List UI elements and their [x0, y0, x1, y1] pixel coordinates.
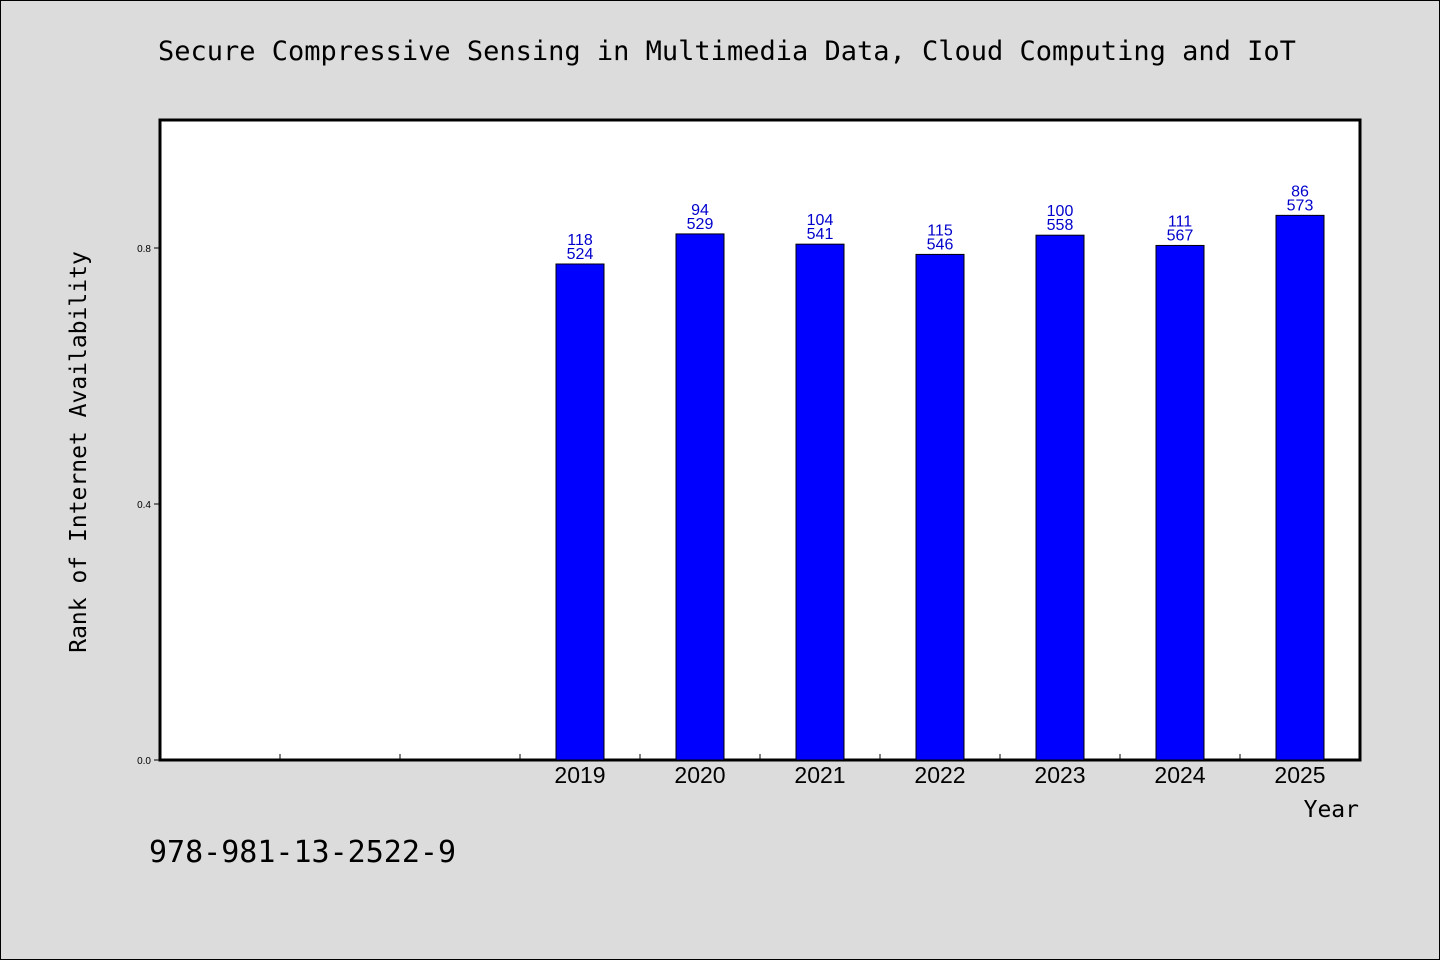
y-tick-label: 0.4 — [137, 500, 151, 511]
bars-group — [555, 214, 1325, 761]
data-label-rank: 115 — [927, 222, 953, 239]
y-tick-label: 0.8 — [137, 244, 151, 255]
data-label-count: 573 — [1287, 197, 1314, 214]
bar-2024 — [1155, 244, 1205, 761]
data-label-count: 567 — [1167, 227, 1194, 244]
data-label-rank: 104 — [807, 212, 834, 229]
data-label-count: 529 — [687, 216, 714, 233]
y-axis-label: Rank of Internet Availability — [66, 251, 92, 653]
data-label-rank: 100 — [1047, 203, 1074, 220]
data-label-count: 558 — [1047, 217, 1074, 234]
x-tick-label: 2025 — [1274, 762, 1325, 788]
bar-2023 — [1035, 234, 1085, 761]
x-tick-label: 2022 — [914, 762, 965, 788]
x-tick-label: 2019 — [554, 762, 605, 788]
bar-2025 — [1275, 214, 1325, 761]
data-label-count: 541 — [807, 226, 834, 243]
x-axis-label: Year — [1304, 797, 1359, 823]
bar-2020 — [675, 233, 725, 761]
x-tick-label: 2020 — [674, 762, 725, 788]
bar-2021 — [795, 243, 845, 761]
y-tick-label: 0.0 — [137, 756, 151, 767]
data-label-count: 524 — [567, 246, 594, 263]
isbn-code: 978-981-13-2522-9 — [149, 835, 457, 870]
x-tick-label: 2021 — [794, 762, 845, 788]
data-label-rank: 111 — [1168, 213, 1192, 230]
x-tick-label: 2024 — [1154, 762, 1205, 788]
y-axis-ticks: 0.0 0.4 0.8 — [137, 244, 160, 767]
data-label-count: 546 — [927, 236, 954, 253]
bar-2019 — [555, 263, 605, 761]
data-label-rank: 118 — [567, 232, 593, 249]
data-label-rank: 86 — [1291, 183, 1309, 200]
data-label-rank: 94 — [691, 202, 709, 219]
x-tick-label: 2023 — [1034, 762, 1085, 788]
chart-title: Secure Compressive Sensing in Multimedia… — [158, 36, 1296, 67]
x-axis-ticks: 2019 2020 2021 2022 2023 2024 2025 — [279, 754, 1326, 788]
bar-2022 — [915, 253, 965, 761]
